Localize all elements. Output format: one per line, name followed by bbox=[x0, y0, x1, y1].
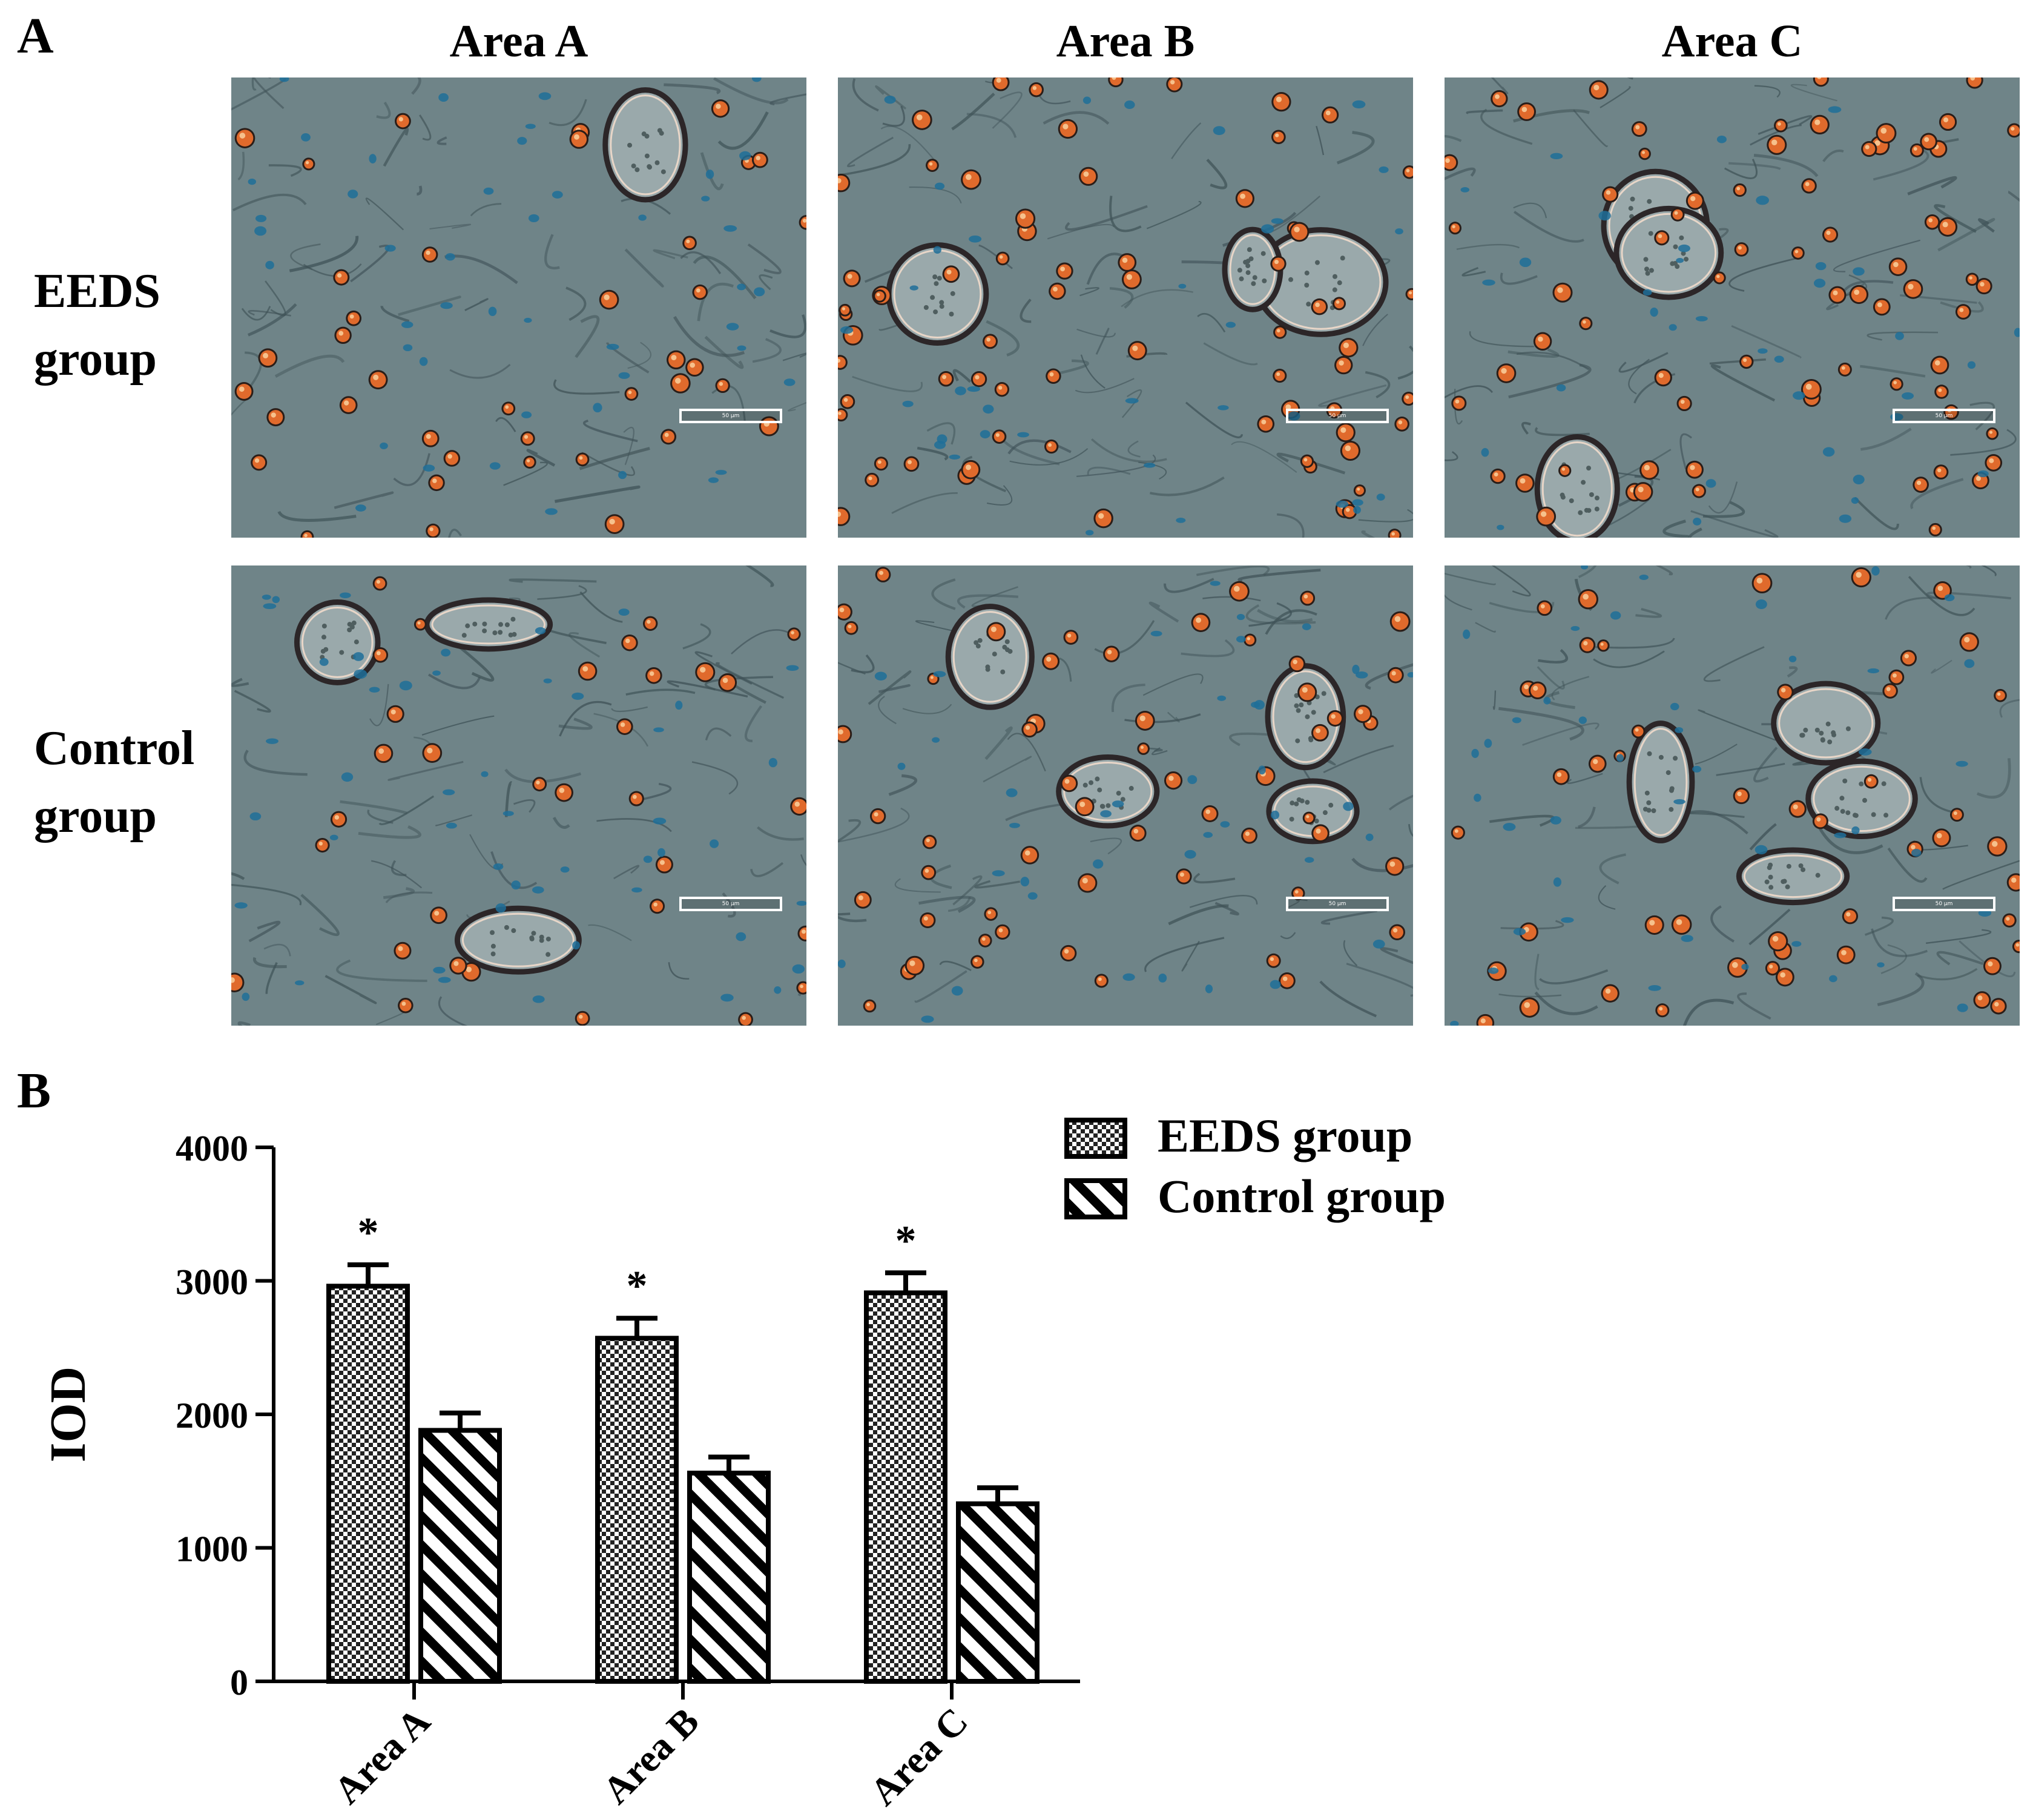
x-tick-label: Area B bbox=[595, 1700, 707, 1812]
micrograph-eeds-area-c: 50 μm bbox=[1445, 77, 2020, 538]
scale-bar: 50 μm bbox=[679, 897, 782, 911]
micrograph-eeds-area-b: 50 μm bbox=[838, 77, 1413, 538]
micrograph-control-area-b: 50 μm bbox=[838, 565, 1413, 1026]
scale-bar: 50 μm bbox=[679, 409, 782, 423]
row-label-eeds-line1: EEDS bbox=[34, 265, 160, 318]
row-label-control-group: Control group bbox=[34, 714, 194, 850]
panel-b-label: B bbox=[17, 1063, 51, 1119]
x-tick-label: Area A bbox=[326, 1700, 438, 1812]
legend-swatch-eeds bbox=[1064, 1118, 1127, 1159]
scale-bar: 50 μm bbox=[1286, 897, 1389, 911]
column-title-area-b: Area B bbox=[1056, 16, 1195, 67]
iod-bar-chart: 0 1000 2000 3000 4000 IOD * Area A * Area B * Area … bbox=[40, 1109, 1446, 1814]
column-title-area-c: Area C bbox=[1661, 16, 1803, 67]
micrograph-control-area-c: 50 μm bbox=[1445, 565, 2020, 1026]
y-tick-label: 4000 bbox=[176, 1129, 248, 1169]
bar-control-3 bbox=[956, 1501, 1040, 1684]
column-title-area-a: Area A bbox=[449, 16, 588, 67]
y-tick-label: 2000 bbox=[176, 1396, 248, 1436]
row-label-eeds-line2: group bbox=[34, 332, 157, 386]
bar-control-2 bbox=[687, 1471, 771, 1684]
legend-label-control: Control group bbox=[1158, 1170, 1446, 1222]
micrograph-eeds-area-a: 50 μm bbox=[231, 77, 806, 538]
bar-eeds-1 bbox=[326, 1284, 410, 1684]
significance-marker: * bbox=[358, 1210, 379, 1256]
y-tick-label: 0 bbox=[230, 1663, 248, 1703]
legend-swatch-control bbox=[1064, 1178, 1127, 1219]
y-tick-label: 1000 bbox=[176, 1529, 248, 1569]
scale-bar: 50 μm bbox=[1893, 897, 1995, 911]
bar-eeds-2 bbox=[595, 1336, 679, 1684]
significance-marker: * bbox=[895, 1218, 917, 1264]
row-label-control-line2: group bbox=[34, 790, 157, 843]
significance-marker: * bbox=[627, 1263, 648, 1310]
scale-bar: 50 μm bbox=[1893, 409, 1995, 423]
row-label-control-line1: Control bbox=[34, 722, 195, 775]
bar-eeds-3 bbox=[864, 1290, 947, 1684]
scale-bar: 50 μm bbox=[1286, 409, 1389, 423]
legend-label-eeds: EEDS group bbox=[1158, 1109, 1412, 1162]
y-tick-label: 3000 bbox=[176, 1262, 248, 1302]
y-axis-label: IOD bbox=[40, 1367, 96, 1463]
micrograph-control-area-a: 50 μm bbox=[231, 565, 806, 1026]
bar-control-1 bbox=[418, 1428, 502, 1684]
panel-a-label: A bbox=[17, 8, 54, 64]
row-label-eeds-group: EEDS group bbox=[34, 257, 160, 393]
x-tick-label: Area C bbox=[862, 1700, 976, 1814]
